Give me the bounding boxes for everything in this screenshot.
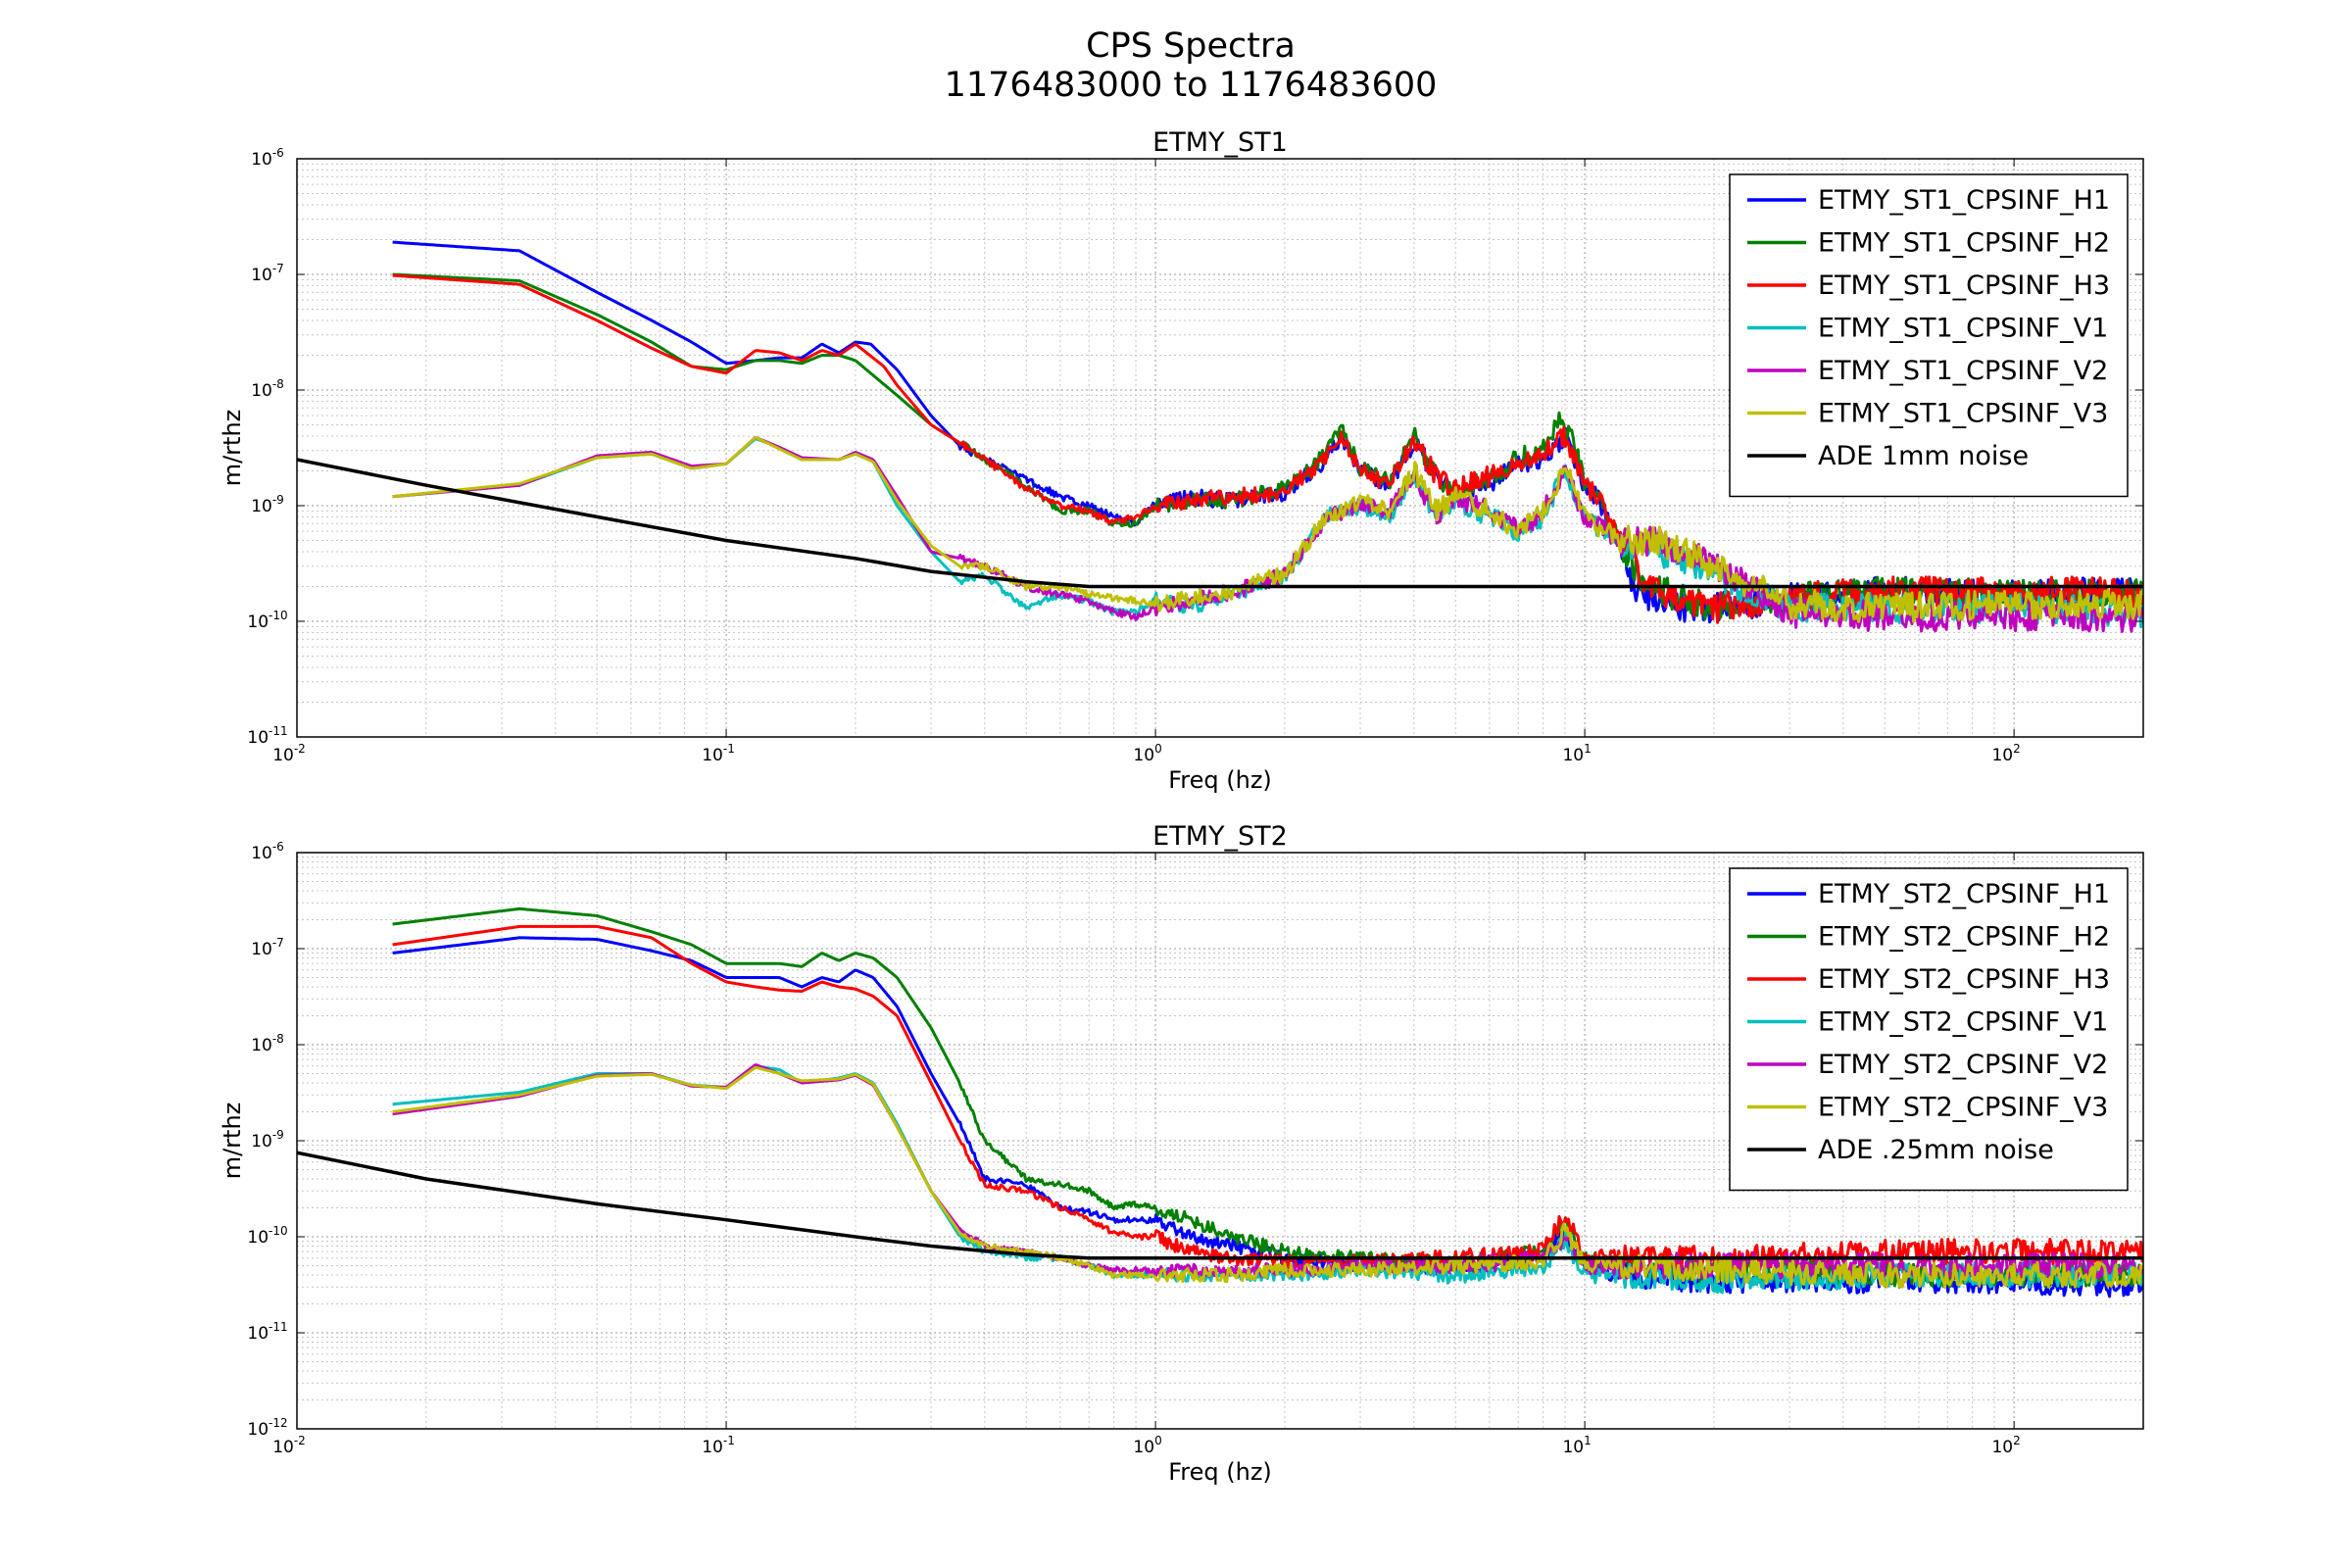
legend-label: ETMY_ST1_CPSINF_V2 <box>1818 356 2108 386</box>
y-tick-label: 10-9 <box>251 1128 284 1152</box>
legend-box <box>1729 173 2129 498</box>
y-tick-label: 10-8 <box>251 1032 284 1055</box>
series-line <box>392 273 2143 624</box>
series-group <box>297 906 2143 1298</box>
y-tick-label: 10-11 <box>247 1320 287 1344</box>
panel-etmy-st2: 10-2 10-1 100 101 102 10-6 10-7 10-8 10-9 10-10 10… <box>219 821 2144 1486</box>
y-axis-label: m/rthz <box>219 1102 246 1180</box>
series-group <box>297 240 2143 633</box>
legend-label: ETMY_ST2_CPSINF_V2 <box>1818 1050 2108 1080</box>
x-tick-label: 100 <box>1133 1434 1161 1457</box>
y-tick-label: 10-7 <box>251 936 284 959</box>
legend-label: ETMY_ST2_CPSINF_H1 <box>1818 879 2110 909</box>
legend-label: ADE 1mm noise <box>1818 441 2029 471</box>
y-axis-label: m/rthz <box>219 410 246 487</box>
x-tick-label: 102 <box>1991 742 2020 765</box>
legend-label: ETMY_ST2_CPSINF_H2 <box>1818 922 2110 953</box>
axes-frame <box>296 158 2144 738</box>
series-line <box>392 1065 2143 1290</box>
y-tick-label: 10-8 <box>251 377 284 401</box>
y-tick-label: 10-10 <box>247 1224 287 1248</box>
legend-label: ETMY_ST2_CPSINF_V1 <box>1818 1007 2108 1038</box>
legend: ETMY_ST2_CPSINF_H1 ETMY_ST2_CPSINF_H2 ETMY… <box>1729 867 2129 1192</box>
y-tick-label: 10-9 <box>251 493 284 516</box>
x-tick-label: 101 <box>1562 742 1591 765</box>
series-line <box>297 458 2143 589</box>
figure-subtitle: 1176483000 to 1176483600 <box>945 66 1438 105</box>
y-tick-label: 10-7 <box>251 262 284 285</box>
legend-label: ETMY_ST1_CPSINF_H3 <box>1818 270 2110 301</box>
x-tick-label: 10-2 <box>272 742 306 765</box>
x-tick-label: 10-1 <box>702 1434 735 1457</box>
legend-label: ETMY_ST2_CPSINF_H3 <box>1818 964 2110 995</box>
series-line <box>392 436 2143 623</box>
legend-label: ETMY_ST1_CPSINF_H1 <box>1818 185 2110 216</box>
x-axis-label: Freq (hz) <box>1168 766 1272 794</box>
x-tick-label: 102 <box>1991 1434 2020 1457</box>
series-line <box>297 1151 2143 1260</box>
x-tick-label: 101 <box>1562 1434 1591 1457</box>
legend-label: ADE .25mm noise <box>1818 1135 2054 1165</box>
figure-title: CPS Spectra <box>1086 26 1296 66</box>
legend-label: ETMY_ST2_CPSINF_V3 <box>1818 1093 2108 1123</box>
y-tick-label: 10-12 <box>247 1416 287 1440</box>
y-tick-label: 10-6 <box>251 840 284 863</box>
y-tick-label: 10-11 <box>247 724 287 748</box>
x-axis-label: Freq (hz) <box>1168 1458 1272 1486</box>
legend-label: ETMY_ST1_CPSINF_V3 <box>1818 399 2108 429</box>
legend-label: ETMY_ST1_CPSINF_H2 <box>1818 228 2110 259</box>
x-tick-label: 10-2 <box>272 1434 306 1457</box>
panel-etmy-st1: 10-2 10-1 100 101 102 10-6 10-7 10-8 10-9 10-10 10… <box>219 127 2144 794</box>
legend-label: ETMY_ST1_CPSINF_V1 <box>1818 314 2108 344</box>
legend: ETMY_ST1_CPSINF_H1 ETMY_ST1_CPSINF_H2 ETMY… <box>1729 173 2129 498</box>
panel-title: ETMY_ST1 <box>1152 127 1288 158</box>
panel-title: ETMY_ST2 <box>1152 821 1288 852</box>
x-tick-label: 100 <box>1133 742 1161 765</box>
y-tick-label: 10-10 <box>247 609 287 632</box>
y-tick-label: 10-6 <box>251 146 284 170</box>
x-tick-label: 10-1 <box>702 742 735 765</box>
legend-box <box>1729 867 2129 1192</box>
